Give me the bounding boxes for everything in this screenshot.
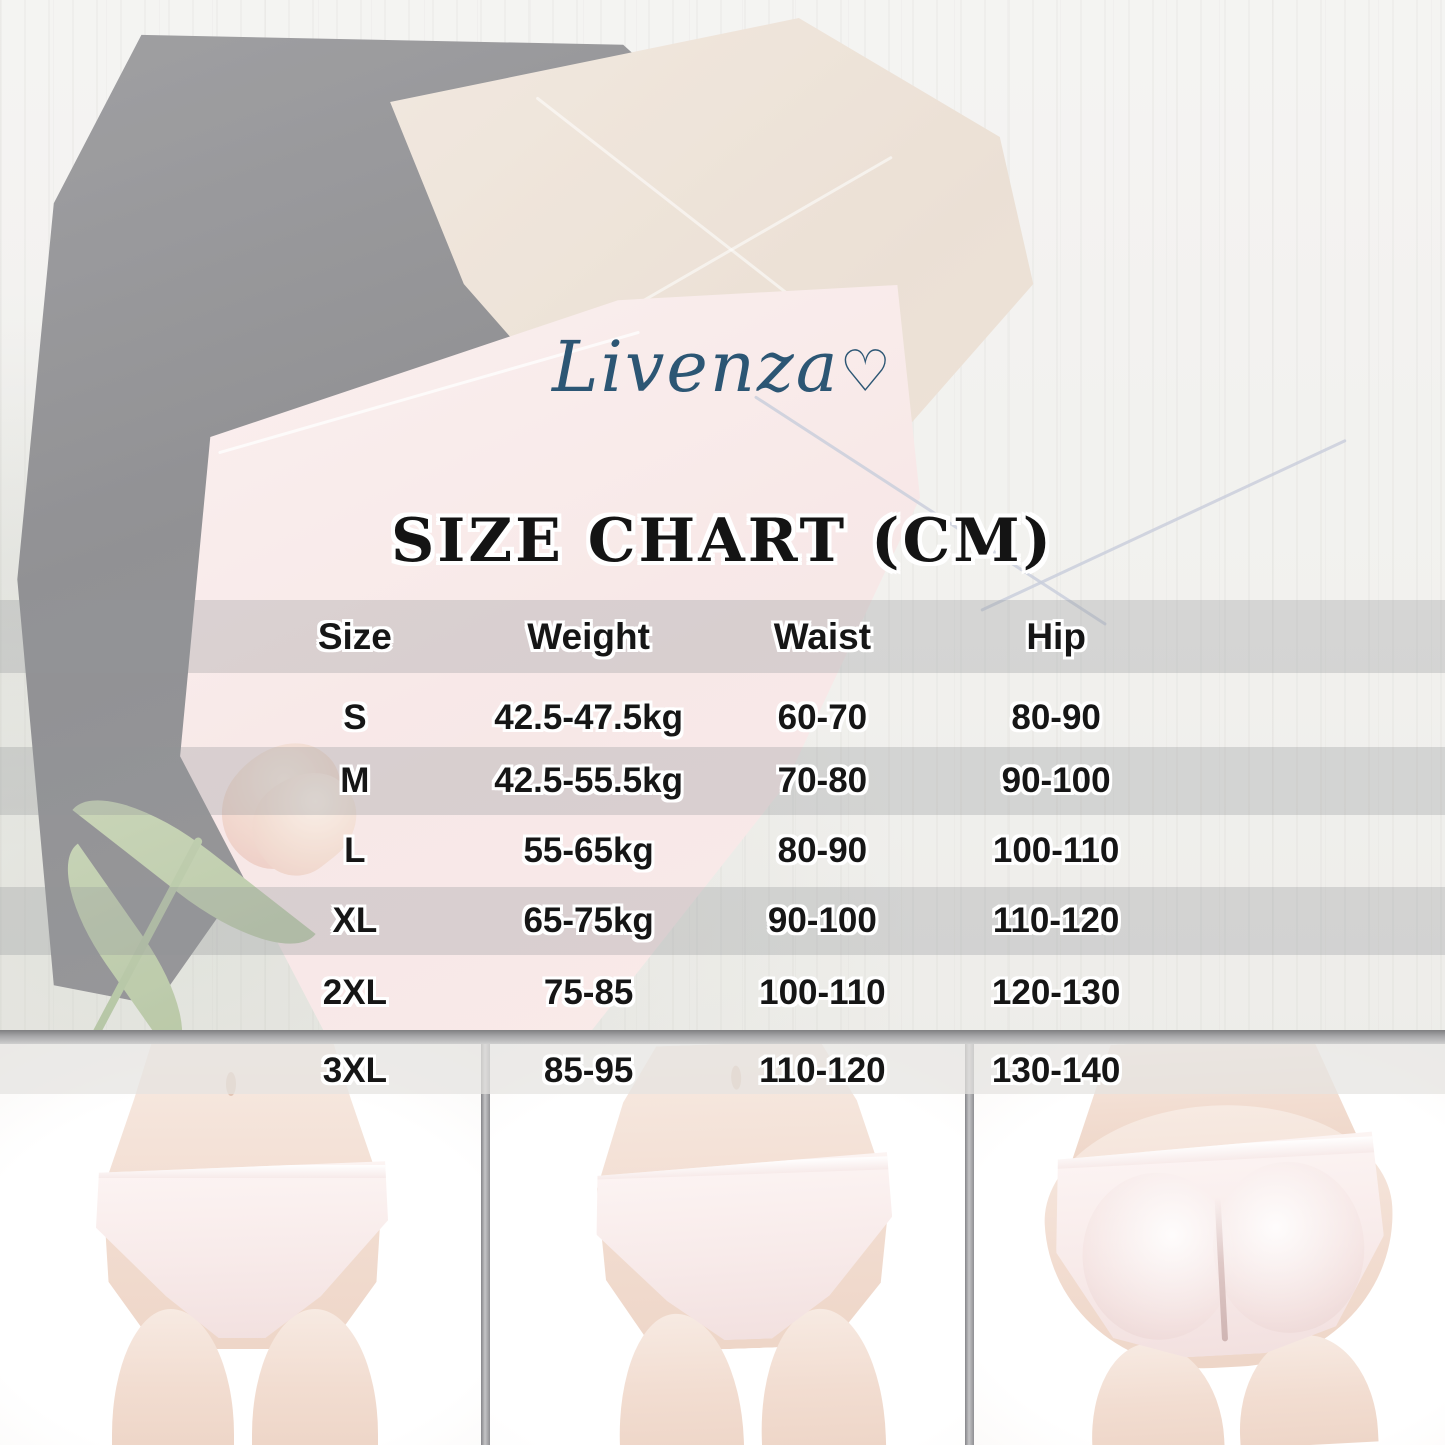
table-row: 2XL 75-85 100-110 120-130 — [238, 959, 1173, 1027]
page-title: SIZE CHART (CM) — [390, 506, 1055, 576]
row-stripe — [0, 600, 1445, 673]
table-row: XL 65-75kg 90-100 110-120 — [238, 887, 1173, 955]
model-photo-strip — [0, 1044, 1445, 1445]
cell-size: 3XL — [322, 1051, 387, 1090]
header-size: Size — [317, 616, 392, 657]
cell-weight: 65-75kg — [523, 901, 654, 940]
model-photo-back — [974, 1044, 1445, 1445]
cell-size: XL — [332, 901, 378, 940]
cell-waist: 80-90 — [777, 831, 868, 870]
cell-hip: 130-140 — [991, 1051, 1121, 1090]
cell-size: L — [344, 831, 366, 870]
cell-hip: 100-110 — [992, 831, 1120, 870]
photo-divider — [965, 1044, 974, 1445]
heart-icon: ♡ — [839, 338, 893, 405]
cell-waist: 60-70 — [777, 698, 868, 737]
table-row: S 42.5-47.5kg 60-70 80-90 — [238, 684, 1173, 752]
table-row: M 42.5-55.5kg 70-80 90-100 — [238, 747, 1173, 815]
table-row: L 55-65kg 80-90 100-110 — [238, 817, 1173, 885]
cell-size: S — [343, 698, 367, 737]
header-waist: Waist — [773, 616, 872, 657]
brand-logo: Livenza♡ — [0, 326, 1445, 408]
row-stripe — [0, 887, 1445, 955]
cell-waist: 90-100 — [767, 901, 877, 940]
model-figure — [490, 1044, 966, 1445]
cell-weight: 42.5-55.5kg — [494, 761, 683, 800]
model-figure — [974, 1044, 1445, 1445]
section-divider-line — [0, 1030, 1445, 1044]
model-photo-angled — [489, 1044, 966, 1445]
cell-weight: 42.5-47.5kg — [494, 698, 683, 737]
table-header-row: Size Weight Waist Hip — [238, 603, 1173, 671]
cell-weight: 55-65kg — [523, 831, 654, 870]
row-stripe — [0, 747, 1445, 815]
cell-waist: 110-120 — [759, 1051, 886, 1090]
cell-waist: 70-80 — [777, 761, 868, 800]
brand-name: Livenza — [552, 326, 840, 408]
white-wash-overlay — [0, 0, 1445, 1045]
cell-weight: 85-95 — [543, 1051, 634, 1090]
model-photo-front — [0, 1044, 481, 1445]
header-weight: Weight — [527, 616, 650, 657]
cell-hip: 90-100 — [1001, 761, 1111, 800]
cell-waist: 100-110 — [759, 973, 886, 1012]
cell-hip: 110-120 — [992, 901, 1120, 940]
cell-hip: 80-90 — [1011, 698, 1101, 737]
cell-weight: 75-85 — [543, 973, 634, 1012]
cell-size: 2XL — [322, 973, 387, 1012]
product-flatlay-photo — [0, 0, 1445, 1061]
header-hip: Hip — [1026, 616, 1086, 657]
table-row: 3XL 85-95 110-120 130-140 — [238, 1041, 1173, 1101]
photo-divider — [481, 1044, 490, 1445]
cell-hip: 120-130 — [991, 973, 1121, 1012]
cell-size: M — [340, 761, 370, 800]
row-stripe-3xl — [0, 1044, 1445, 1094]
